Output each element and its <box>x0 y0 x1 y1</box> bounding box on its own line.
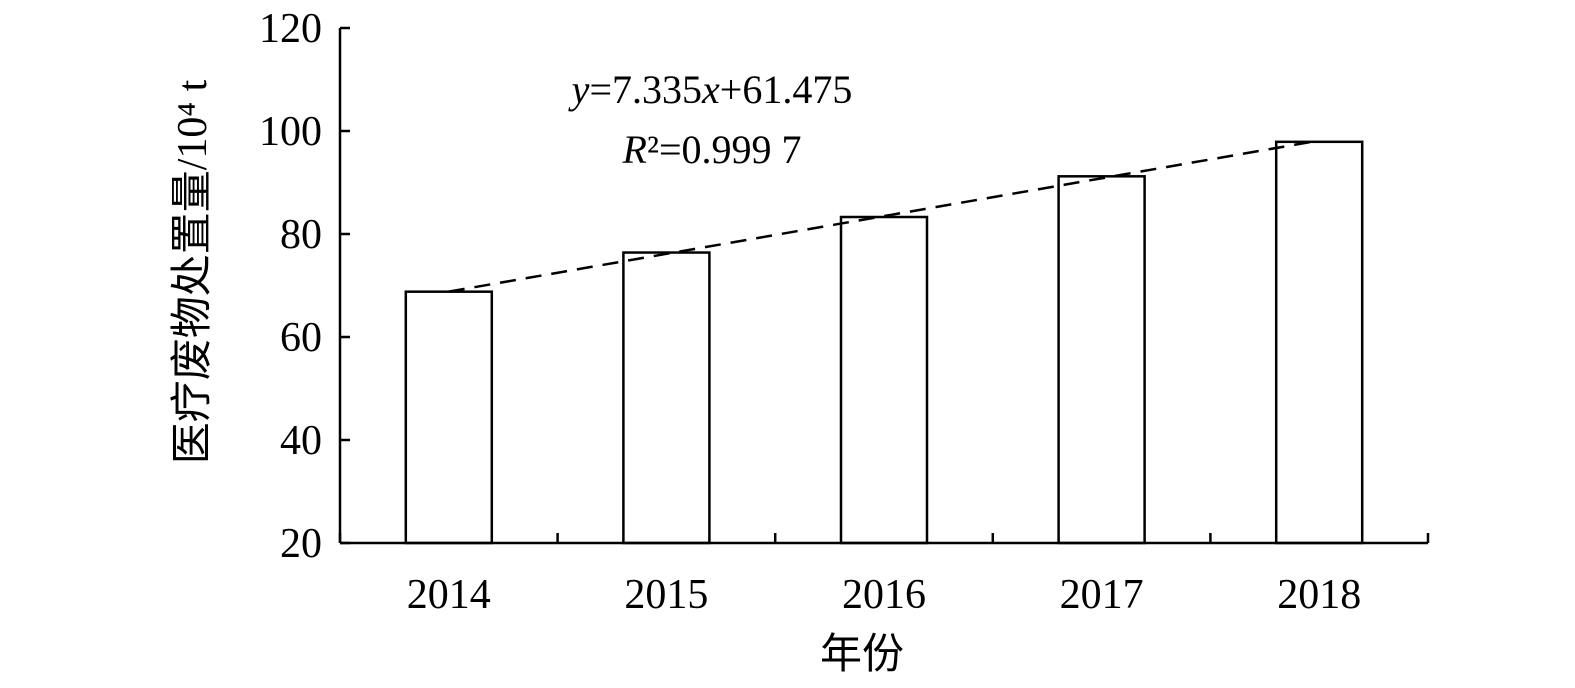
y-tick-label: 40 <box>280 418 322 464</box>
x-tick-label-2017: 2017 <box>1060 572 1144 618</box>
trendline-equation: y=7.335x+61.475 <box>568 67 853 112</box>
bars-group <box>404 140 1364 545</box>
bar-2018 <box>1274 140 1364 545</box>
x-tick-label-2015: 2015 <box>624 572 708 618</box>
r-squared-label: R²=0.999 7 <box>622 127 802 172</box>
y-tick-label: 120 <box>259 6 322 52</box>
axes-group: 20 40 60 80 100 120 2014 2015 2016 2017 2018 <box>259 6 1430 618</box>
x-tick-label-2016: 2016 <box>842 572 926 618</box>
x-axis-title: 年份 <box>820 631 904 678</box>
y-axis-title: 医疗废物处置量/10⁴ t <box>170 79 216 464</box>
bar-2015 <box>622 251 711 545</box>
bar-2017 <box>1057 175 1146 545</box>
y-tick-label: 80 <box>280 212 322 258</box>
x-tick-label-2018: 2018 <box>1277 572 1361 618</box>
trendline-group <box>448 139 1320 293</box>
y-tick-label: 60 <box>280 315 322 361</box>
y-tick-label: 20 <box>280 521 322 567</box>
bar-2016 <box>839 215 929 545</box>
x-tick-label-2014: 2014 <box>407 572 491 618</box>
y-tick-label: 100 <box>259 109 322 155</box>
trendline <box>448 139 1320 293</box>
labels-group: y=7.335x+61.475 R²=0.999 7 年份 医疗废物处置量/10… <box>170 67 904 678</box>
bar-2014 <box>404 290 494 545</box>
